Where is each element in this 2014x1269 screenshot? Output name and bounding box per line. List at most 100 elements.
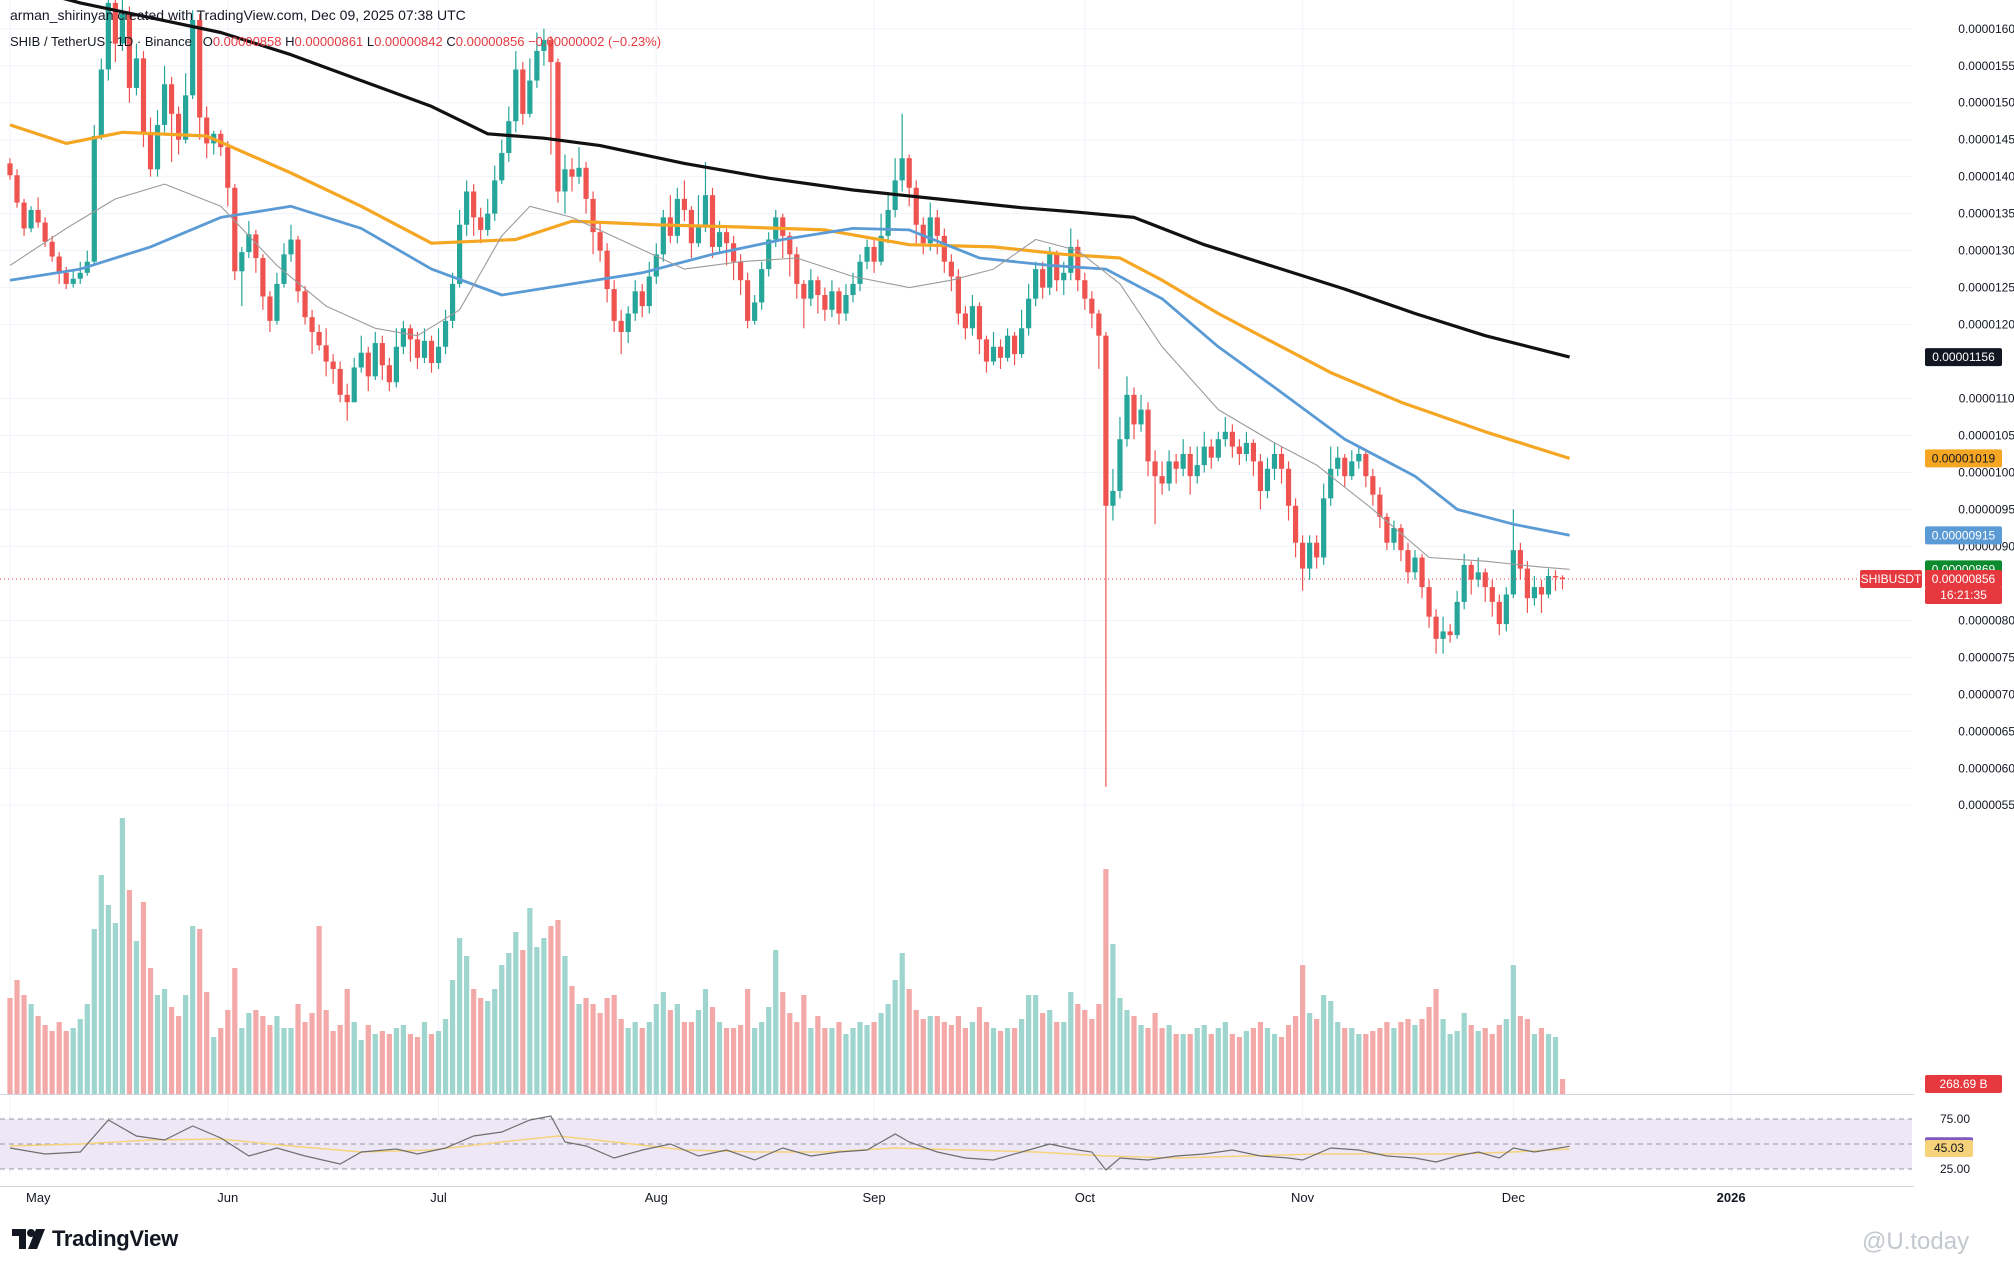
- volume-bar: [702, 989, 709, 1094]
- rsi-ma-line: [9, 1135, 1570, 1159]
- volume-bar: [611, 995, 617, 1094]
- volume-bar: [14, 980, 20, 1094]
- candle-body: [400, 328, 406, 347]
- volume-bar: [941, 1022, 947, 1094]
- candle-body: [955, 276, 961, 314]
- candle-body: [632, 291, 638, 314]
- volume-bar: [576, 1004, 582, 1094]
- volume-bar: [920, 1019, 926, 1094]
- volume-bar: [955, 1016, 961, 1094]
- candle-body: [576, 167, 582, 177]
- volume-bar: [112, 923, 118, 1094]
- volume-bar: [632, 1022, 638, 1094]
- volume-bar: [927, 1016, 933, 1094]
- volume-bar: [98, 875, 104, 1094]
- candle-body: [1096, 313, 1102, 336]
- candle-body: [850, 283, 856, 295]
- candle-body: [1440, 631, 1446, 639]
- volume-bar: [21, 995, 27, 1094]
- volume-bar: [449, 980, 456, 1094]
- candle-body: [1011, 335, 1018, 355]
- candle-body: [1201, 446, 1207, 466]
- volume-bar: [990, 1028, 997, 1094]
- volume-bar: [836, 1022, 842, 1094]
- volume-bar: [899, 953, 905, 1094]
- candle-body: [787, 235, 793, 255]
- candle-body: [176, 113, 182, 140]
- volume-bar: [555, 920, 561, 1094]
- volume-bar: [801, 995, 807, 1094]
- volume-bar: [1166, 1025, 1172, 1094]
- volume-bar: [428, 1034, 435, 1094]
- volume-bar: [759, 1022, 765, 1094]
- volume-bar: [695, 1010, 702, 1094]
- candle-body: [948, 261, 954, 277]
- volume-bar: [295, 1004, 301, 1094]
- time-axis[interactable]: May Jun Jul Aug Sep Oct Nov Dec 2026: [26, 1190, 1746, 1205]
- candle-body: [204, 117, 210, 144]
- candle-body: [695, 224, 702, 244]
- candle-body: [421, 340, 428, 358]
- volume-bar: [723, 1028, 730, 1094]
- candle-body: [1489, 587, 1495, 602]
- volume-bar: [1468, 1025, 1474, 1094]
- candle-body: [1531, 587, 1538, 599]
- candle-body: [1166, 461, 1172, 484]
- candle-body: [597, 232, 603, 251]
- volume-bar: [1208, 1034, 1214, 1094]
- volume-bar: [1517, 1016, 1523, 1094]
- tradingview-logo[interactable]: TradingView: [12, 1226, 178, 1252]
- candle-body: [1503, 594, 1509, 625]
- volume-bar: [386, 1034, 392, 1094]
- candle-body: [1370, 476, 1376, 495]
- candle-body: [225, 147, 231, 188]
- volume-bar: [534, 947, 540, 1094]
- chart-grid: [0, 0, 1914, 1187]
- volume-bar: [597, 1013, 603, 1094]
- candle-body: [126, 14, 133, 88]
- candle-body: [1194, 465, 1200, 477]
- candle-body: [1307, 542, 1313, 569]
- volume-bar: [1433, 989, 1439, 1094]
- time-tick-label: Dec: [1502, 1190, 1526, 1205]
- candle-body: [1208, 446, 1214, 458]
- ma-100-line: [9, 123, 1571, 460]
- candle-body: [815, 280, 821, 295]
- volume-bar: [1307, 1013, 1313, 1094]
- candle-body: [1110, 490, 1116, 506]
- candle-body: [1552, 576, 1559, 578]
- candle-body: [1454, 601, 1460, 636]
- volume-bar: [253, 1010, 259, 1094]
- candle-body: [98, 69, 104, 137]
- volume-bar: [1194, 1028, 1200, 1094]
- candle-body: [161, 84, 168, 125]
- volume-bar: [1201, 1025, 1207, 1094]
- volume-bar: [906, 989, 912, 1094]
- candle-body: [435, 346, 442, 364]
- candle-body: [372, 343, 378, 377]
- volume-bar: [688, 1022, 695, 1094]
- volume-bar: [183, 995, 189, 1094]
- candle-body: [1152, 461, 1158, 477]
- candle-body: [154, 124, 161, 170]
- volume-bar: [365, 1025, 371, 1094]
- volume-bar: [7, 998, 13, 1094]
- volume-bar: [63, 1031, 69, 1094]
- candle-body: [63, 272, 69, 284]
- symbol-title[interactable]: SHIB / TetherUS · 1D · Binance: [10, 34, 192, 49]
- candle-body: [288, 239, 294, 255]
- symbol-legend: SHIB / TetherUS · 1D · Binance O0.000008…: [10, 34, 661, 49]
- volume-bar: [1187, 1034, 1193, 1094]
- candle-body: [1271, 453, 1278, 469]
- candle-body: [1082, 280, 1088, 299]
- candle-body: [745, 280, 751, 321]
- volume-bar: [1342, 1028, 1348, 1094]
- volume-bar: [1405, 1019, 1411, 1094]
- volume-bar: [204, 992, 210, 1094]
- candle-body: [1061, 272, 1067, 281]
- volume-bar: [1559, 1079, 1566, 1094]
